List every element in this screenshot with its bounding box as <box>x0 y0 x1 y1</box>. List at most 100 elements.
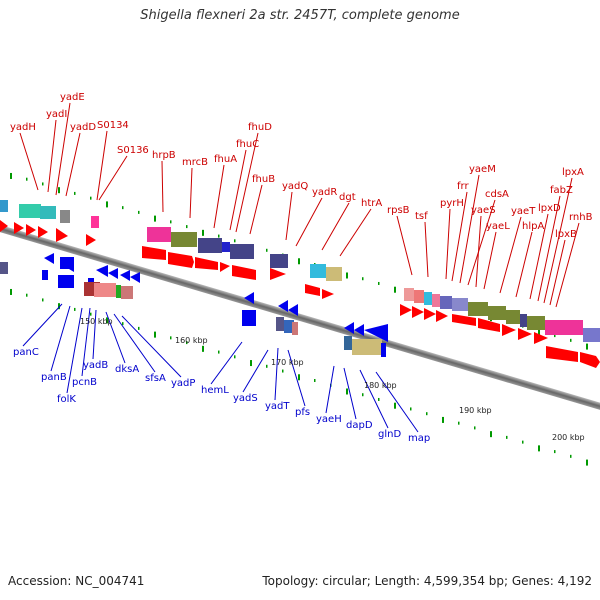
leader-S0136 <box>98 155 128 201</box>
leader-hrpB <box>161 160 164 213</box>
leader-cdsA <box>467 199 496 286</box>
gene-label-yadD: yadD <box>70 122 96 133</box>
gene-label-frr: frr <box>457 181 469 192</box>
kbp-label-200-kbp: 200 kbp <box>552 433 585 442</box>
leader-pfs <box>287 349 306 407</box>
gene-label-yadP: yadP <box>171 378 195 389</box>
leader-panB <box>50 305 71 372</box>
gene-label-yaeT: yaeT <box>511 206 536 217</box>
scale-dot <box>394 286 396 293</box>
gene-label-htrA: htrA <box>361 198 382 209</box>
gene-label-cdsA: cdsA <box>485 189 509 200</box>
leader-yadS <box>242 349 269 393</box>
scale-dot <box>394 402 396 409</box>
gene-label-yadS: yadS <box>233 393 258 404</box>
leader-fabZ <box>537 195 561 302</box>
scale-dot <box>410 407 412 411</box>
leader-lpxA <box>543 177 573 304</box>
gene-label-rpsB: rpsB <box>387 205 410 216</box>
leader-yadD <box>65 132 81 197</box>
leader-yaeT <box>499 216 522 294</box>
scale-dot <box>554 334 556 338</box>
scale-dot <box>266 364 268 368</box>
scale-dot <box>154 215 156 222</box>
scale-dot <box>170 220 172 224</box>
scale-dot <box>506 435 508 439</box>
leader-mrcB <box>189 167 193 219</box>
kbp-label-180-kbp: 180 kbp <box>364 381 397 390</box>
scale-dot <box>218 350 220 354</box>
gene-label-folK: folK <box>57 394 76 405</box>
leader-fhuB <box>249 184 263 235</box>
scale-dot <box>570 338 572 342</box>
scale-dot <box>26 177 28 181</box>
gene-label-S0134: S0134 <box>97 120 129 131</box>
leader-sfsA <box>113 313 156 373</box>
gene-label-S0136: S0136 <box>117 145 149 156</box>
gene-label-mrcB: mrcB <box>182 157 208 168</box>
leader-yadT <box>274 347 279 401</box>
gene-label-hemL: hemL <box>201 385 229 396</box>
leader-yadH <box>19 132 39 191</box>
scale-dot <box>74 191 76 195</box>
gene-label-dapD: dapD <box>346 420 373 431</box>
gene-label-map: map <box>408 433 430 444</box>
leader-lpxB <box>549 239 566 306</box>
gene-label-fabZ: fabZ <box>550 185 573 196</box>
leader-glnD <box>359 369 389 429</box>
leader-pcnB <box>81 307 91 377</box>
leader-pyrH <box>445 208 451 280</box>
leader-folK <box>66 307 83 394</box>
accession-text: Accession: NC_004741 <box>8 574 145 588</box>
genome-title: Shigella flexneri 2a str. 2457T, complet… <box>140 8 460 23</box>
gene-label-lpxB: lpxB <box>555 229 577 240</box>
gene-label-yadI: yadI <box>46 109 67 120</box>
gene-label-glnD: glnD <box>378 429 401 440</box>
scale-dot <box>122 206 124 210</box>
scale-dot <box>138 210 140 214</box>
scale-dot <box>170 336 172 340</box>
gene-label-rnhB: rnhB <box>569 212 593 223</box>
scale-dot <box>106 317 108 324</box>
scale-dot <box>378 281 380 285</box>
leader-tsf <box>424 221 429 278</box>
leader-yaeH <box>325 365 335 414</box>
scale-dot <box>346 272 348 279</box>
scale-dot <box>58 187 60 194</box>
scale-dot <box>218 234 220 238</box>
scale-dot <box>586 459 588 466</box>
gene-label-hlpA: hlpA <box>522 221 544 232</box>
leader-htrA <box>339 208 372 257</box>
scale-dot <box>442 416 444 423</box>
scale-dot <box>10 172 12 179</box>
gene-labels-top: yadH yadI yadE yadD S0134 S0136 hrpB mrcB fhuA fh… <box>10 92 593 240</box>
scale-dot <box>90 196 92 200</box>
gene-label-yaeH: yaeH <box>316 414 342 425</box>
leader-yaeL <box>483 231 497 290</box>
scale-dot <box>362 393 364 397</box>
kbp-label-190-kbp: 190 kbp <box>459 406 492 415</box>
scale-dot <box>490 431 492 438</box>
gene-label-yaeS: yaeS <box>471 205 496 216</box>
leader-lines-bottom <box>22 303 419 433</box>
kbp-label-170-kbp: 170 kbp <box>271 358 304 367</box>
scale-dot <box>10 288 12 295</box>
scale-dot <box>538 329 540 336</box>
kbp-label-160-kbp: 160 kbp <box>175 336 208 345</box>
gene-label-pcnB: pcnB <box>72 377 97 388</box>
scale-dot <box>298 258 300 265</box>
gene-label-dksA: dksA <box>115 364 139 375</box>
feature-cluster-2 <box>142 227 388 357</box>
scale-dot <box>586 343 588 350</box>
scale-dot <box>266 248 268 252</box>
scale-dot <box>202 345 204 352</box>
leader-rpsB <box>396 215 413 276</box>
gene-label-yadB: yadB <box>83 360 108 371</box>
leader-yadR <box>295 197 323 247</box>
feature-cluster-3 <box>400 288 600 368</box>
leader-frr <box>451 191 468 282</box>
gene-label-pyrH: pyrH <box>440 198 464 209</box>
leader-rnhB <box>555 222 580 308</box>
leader-hemL <box>210 341 243 385</box>
